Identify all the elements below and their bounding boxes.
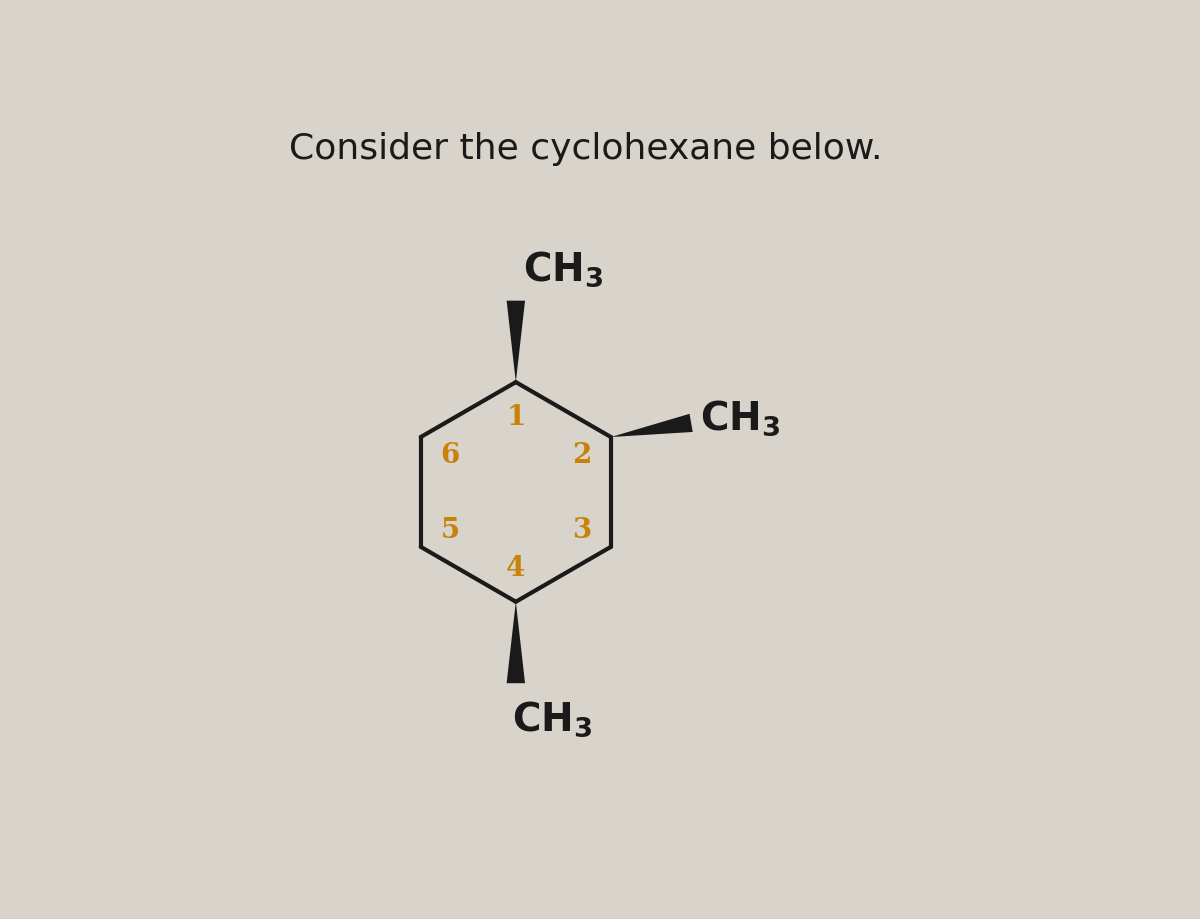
Text: $\mathbf{CH_3}$: $\mathbf{CH_3}$ xyxy=(700,398,780,437)
Text: 6: 6 xyxy=(440,441,460,468)
Text: 1: 1 xyxy=(506,403,526,430)
Polygon shape xyxy=(506,602,526,684)
Text: $\mathbf{CH_3}$: $\mathbf{CH_3}$ xyxy=(512,699,593,739)
Text: 4: 4 xyxy=(506,555,526,582)
Text: $\mathbf{CH_3}$: $\mathbf{CH_3}$ xyxy=(523,249,604,289)
Text: 5: 5 xyxy=(440,516,460,544)
Polygon shape xyxy=(611,414,692,437)
Polygon shape xyxy=(506,301,526,382)
Text: 3: 3 xyxy=(572,516,592,544)
Text: Consider the cyclohexane below.: Consider the cyclohexane below. xyxy=(289,131,883,165)
Text: 2: 2 xyxy=(571,441,592,468)
